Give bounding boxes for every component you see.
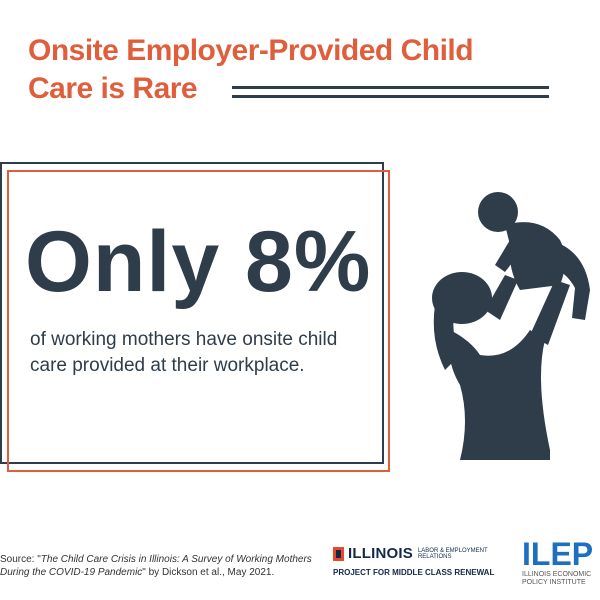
title-line-2: Care is Rare [28,72,198,105]
source-title: The Child Care Crisis in Illinois: A Sur… [0,554,312,578]
title-divider [232,95,549,98]
ilep-subtitle: ILLINOIS ECONOMIC POLICY INSTITUTE [522,571,592,586]
stat-frame-dark [0,162,384,464]
ilep-wordmark: ILEP [522,536,594,572]
illinois-dept: LABOR & EMPLOYMENT RELATIONS [417,547,488,560]
project-name: PROJECT FOR MIDDLE CLASS RENEWAL [333,568,495,577]
stat-headline: Only 8% [25,214,372,310]
stat-frame-orange [7,170,390,472]
mother-child-silhouette-icon [432,192,590,460]
source-suffix: " by Dickson et al., May 2021. [142,567,275,578]
title-line-1: Onsite Employer-Provided Child [28,34,474,67]
source-citation: Source: "The Child Care Crisis in Illino… [0,553,318,579]
page-title: Onsite Employer-Provided Child Care is R… [28,32,474,108]
stat-description: of working mothers have onsite child car… [30,329,338,376]
illinois-wordmark: ILLINOIS [348,545,413,562]
block-i-icon [333,546,344,561]
illinois-ler-logo: ILLINOIS LABOR & EMPLOYMENT RELATIONS PR… [333,545,515,577]
ilep-logo: ILEP ILLINOIS ECONOMIC POLICY INSTITUTE [522,538,598,587]
source-prefix: Source: " [0,554,41,565]
title-divider [232,86,549,89]
